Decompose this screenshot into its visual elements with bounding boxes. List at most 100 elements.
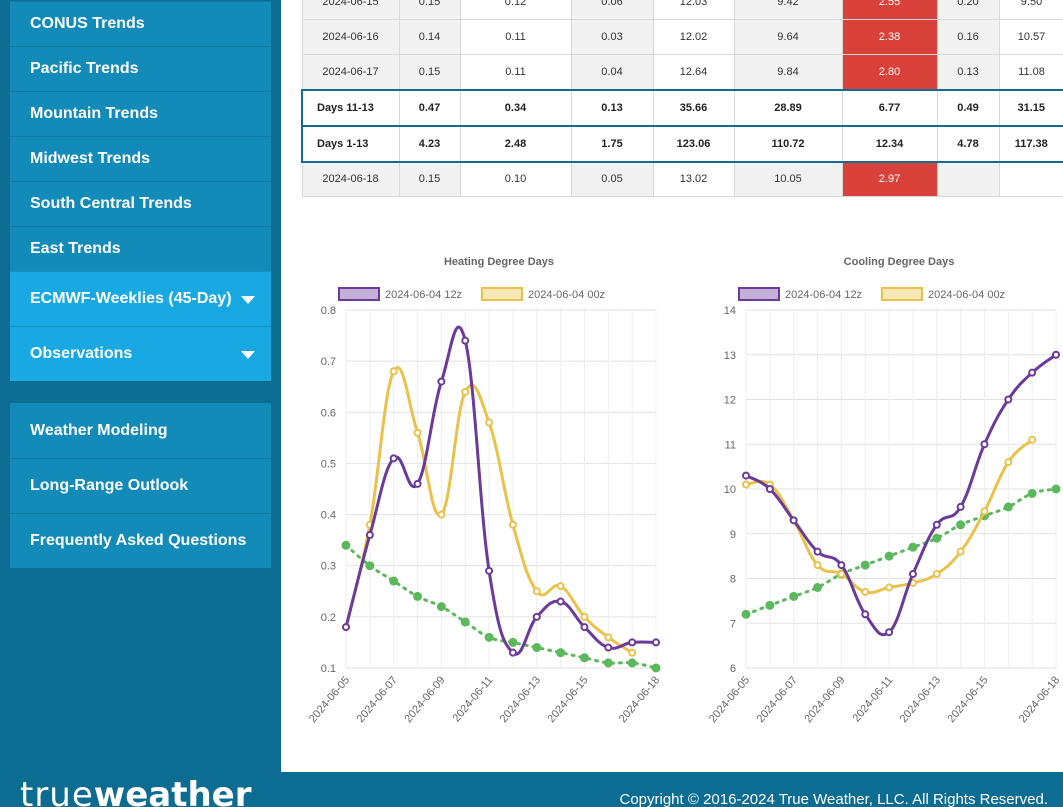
- y-tick-label: 8: [730, 574, 736, 586]
- table-cell: 13.02: [652, 161, 735, 197]
- data-point: [1051, 484, 1061, 494]
- data-point: [908, 570, 917, 579]
- table-cell: 9.64: [733, 19, 843, 55]
- nav-observations-label: Observations: [30, 345, 133, 362]
- data-point: [579, 653, 589, 663]
- table-cell: 0.47: [398, 88, 461, 127]
- table-cell: 2.55: [841, 0, 938, 20]
- data-point: [932, 533, 942, 543]
- table-cell: 2.48: [459, 124, 572, 163]
- data-point: [413, 591, 423, 601]
- chevron-down-icon[interactable]: [241, 351, 255, 359]
- data-point: [461, 387, 470, 396]
- nav-faq[interactable]: Frequently Asked Questions: [10, 513, 271, 568]
- nav-east-trends[interactable]: East Trends: [10, 226, 271, 271]
- data-point: [837, 561, 846, 570]
- table-cell: 12.03: [652, 0, 735, 20]
- table-row: Days 11-13 0.47 0.34 0.13 35.66 28.89 6.77 0.49…: [301, 88, 1063, 127]
- x-tick-label: 2024-06-15: [945, 674, 990, 725]
- table-cell: [998, 161, 1063, 197]
- data-point: [742, 471, 750, 480]
- data-point: [389, 367, 398, 376]
- data-point: [932, 520, 941, 529]
- data-point: [437, 377, 446, 386]
- table-cell: 28.89: [733, 88, 843, 127]
- y-tick-label: 7: [730, 618, 736, 630]
- data-point: [580, 623, 589, 632]
- table-cell: 6.77: [841, 88, 938, 127]
- table-cell: 0.15: [398, 161, 461, 197]
- table-cell: 4.78: [936, 124, 1000, 163]
- table-cell: 0.14: [398, 19, 461, 55]
- data-point: [604, 633, 613, 642]
- nav-conus-trends[interactable]: CONUS Trends: [10, 1, 271, 46]
- table-cell: 0.20: [936, 0, 1000, 20]
- nav-ecmwf-weeklies[interactable]: ECMWF-Weeklies (45-Day): [10, 271, 271, 326]
- data-point: [885, 583, 894, 592]
- table-cell: 12.64: [652, 54, 735, 90]
- table-cell: 10.05: [733, 161, 843, 197]
- table-cell: 123.06: [652, 124, 735, 163]
- data-point: [342, 623, 350, 632]
- nav-mountain-trends[interactable]: Mountain Trends: [10, 91, 271, 136]
- x-tick-label: 2024-06-09: [802, 674, 847, 725]
- data-point: [1027, 488, 1037, 498]
- table-cell: 10.57: [998, 19, 1063, 55]
- table-cell: 117.38: [998, 124, 1063, 163]
- legend-label: 2024-06-04 12z: [385, 289, 462, 301]
- row-label: Days 11-13: [301, 88, 400, 127]
- legend-swatch: [481, 287, 523, 301]
- data-point: [789, 516, 798, 525]
- table-cell: 0.04: [570, 54, 654, 90]
- table-cell: [936, 161, 1000, 197]
- trueweather-logo[interactable]: trueweather: [20, 778, 251, 807]
- data-point: [532, 612, 541, 621]
- table-row: 2024-06-18 0.15 0.10 0.05 13.02 10.05 2.97: [301, 161, 1063, 197]
- legend-label: 2024-06-04 12z: [785, 289, 862, 301]
- legend-label: 2024-06-04 00z: [528, 289, 605, 301]
- data-point: [1004, 395, 1013, 404]
- y-tick-label: 12: [724, 395, 736, 407]
- data-point: [1003, 502, 1013, 512]
- y-tick-label: 0.6: [321, 407, 336, 419]
- x-tick-label: 2024-06-11: [451, 674, 496, 724]
- data-point: [742, 480, 750, 489]
- data-point: [508, 520, 517, 529]
- nav-midwest-trends[interactable]: Midwest Trends: [10, 136, 271, 181]
- table-cell: 0.05: [570, 161, 654, 197]
- data-point: [461, 336, 470, 345]
- x-tick-label: 2024-06-18: [617, 674, 662, 725]
- nav-observations[interactable]: Observations: [10, 326, 271, 381]
- table-row: 2024-06-15 0.15 0.12 0.06 12.03 9.42 2.55 0.20 9…: [301, 0, 1063, 20]
- table-cell: 0.15: [398, 0, 461, 20]
- y-tick-label: 0.5: [321, 458, 336, 470]
- x-tick-label: 2024-06-05: [707, 674, 752, 725]
- x-tick-label: 2024-06-18: [1017, 674, 1062, 725]
- table-cell: 11.08: [998, 54, 1063, 90]
- data-point: [413, 428, 422, 437]
- table-cell: 0.13: [570, 88, 654, 127]
- chevron-down-icon[interactable]: [241, 296, 255, 304]
- table-cell: 2.80: [841, 54, 938, 90]
- y-tick-label: 0.1: [321, 663, 336, 675]
- nav-long-range-outlook[interactable]: Long-Range Outlook: [10, 458, 271, 513]
- table-cell: 0.11: [459, 19, 572, 55]
- data-point: [341, 540, 351, 550]
- nav-south-central-trends[interactable]: South Central Trends: [10, 181, 271, 226]
- x-tick-label: 2024-06-13: [898, 674, 943, 725]
- sidebar: CONUS Trends Pacific Trends Mountain Tre…: [0, 0, 281, 772]
- trends-nav: CONUS Trends Pacific Trends Mountain Tre…: [10, 1, 271, 381]
- row-label: 2024-06-18: [301, 161, 400, 197]
- data-point: [436, 602, 446, 612]
- nav-weather-modeling[interactable]: Weather Modeling: [30, 421, 168, 439]
- data-point: [413, 479, 422, 488]
- data-point: [765, 600, 775, 610]
- data-point: [389, 454, 398, 463]
- nav-pacific-trends[interactable]: Pacific Trends: [10, 46, 271, 91]
- x-tick-label: 2024-06-05: [307, 674, 352, 725]
- data-point: [365, 531, 374, 540]
- y-tick-label: 13: [724, 350, 736, 362]
- logo-thin: true: [20, 775, 94, 807]
- table-cell: 9.42: [733, 0, 843, 20]
- data-point: [860, 560, 870, 570]
